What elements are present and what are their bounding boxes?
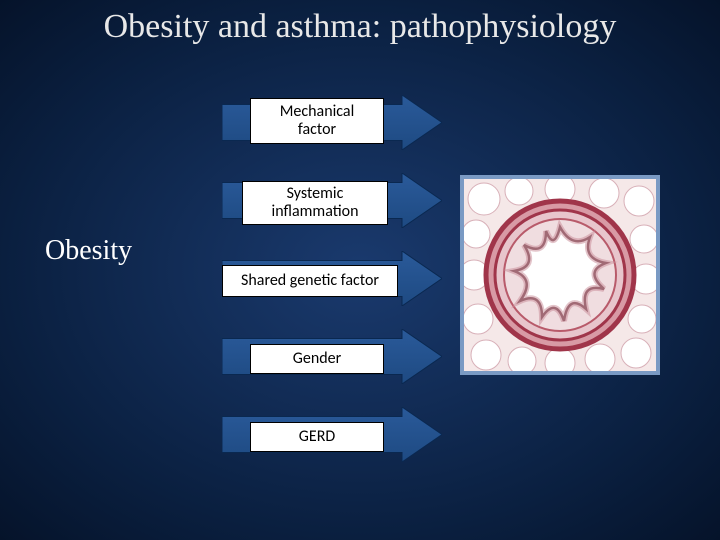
factor-label: Shared genetic factor	[241, 272, 379, 290]
factor-label-box: GERD	[250, 422, 384, 452]
histology-image	[460, 175, 660, 375]
factor-label: Systemic inflammation	[272, 185, 359, 220]
factor-label: GERD	[299, 428, 335, 446]
slide-title: Obesity and asthma: pathophysiology	[0, 8, 720, 46]
obesity-label: Obesity	[45, 235, 132, 267]
factor-label-box: Systemic inflammation	[242, 181, 388, 225]
factor-label-box: Shared genetic factor	[222, 265, 398, 297]
factor-label-box: Mechanical factor	[250, 98, 384, 144]
factor-label-box: Gender	[250, 344, 384, 374]
factor-label: Mechanical factor	[280, 103, 355, 138]
factor-label: Gender	[293, 350, 341, 368]
